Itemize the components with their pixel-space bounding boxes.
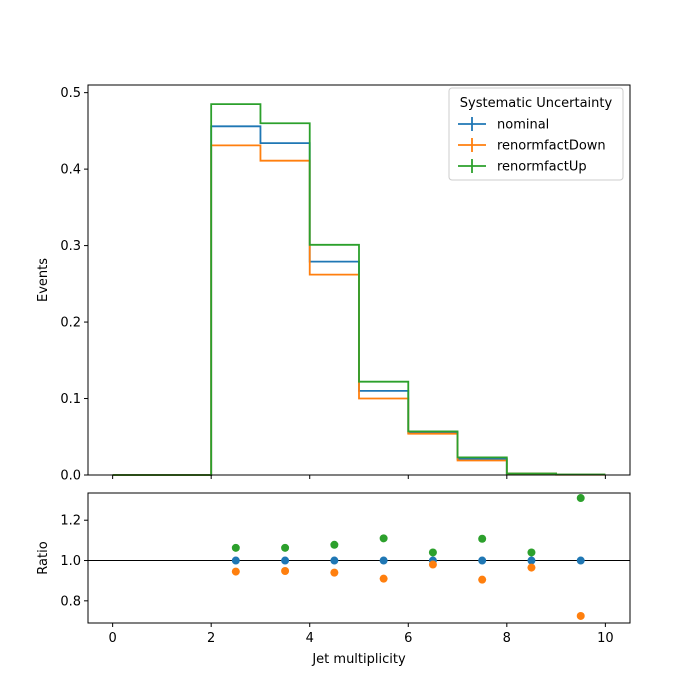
ratio-point-renormfactDown: [330, 568, 339, 577]
ratio-point-renormfactUp: [576, 494, 585, 503]
top-y-tick-label: 0.3: [60, 239, 81, 254]
ratio-point-nominal: [576, 556, 585, 565]
ratio-point-nominal: [379, 556, 388, 565]
top-y-tick-label: 0.4: [60, 163, 81, 178]
legend-label-renormfactDown: renormfactDown: [497, 139, 606, 154]
histogram-step-renormfactUp: [112, 103, 606, 476]
legend-box: [448, 87, 624, 181]
ratio-plot-frame: [87, 492, 631, 624]
top-axis-ticks: 0.0 0.1 0.2 0.3 0.4 0.5: [60, 86, 606, 484]
top-plot-frame: [87, 84, 631, 476]
top-y-axis-label: Events: [36, 258, 51, 302]
ratio-point-renormfactUp: [527, 548, 536, 557]
ratio-point-nominal: [478, 556, 487, 565]
x-tick-label: 8: [503, 631, 511, 646]
ratio-point-renormfactDown: [576, 611, 585, 620]
legend-item-renormfactUp: renormfactUp: [458, 159, 587, 175]
ratio-point-renormfactUp: [478, 534, 487, 543]
x-tick-label: 2: [207, 631, 215, 646]
ratio-point-renormfactUp: [379, 534, 388, 543]
legend-label-renormfactUp: renormfactUp: [497, 160, 587, 175]
ratio-y-tick-label: 1.0: [60, 554, 81, 569]
x-tick-label: 4: [306, 631, 314, 646]
ratio-series-group: [88, 494, 630, 620]
ratio-point-nominal: [527, 556, 536, 565]
x-tick-label: 10: [597, 631, 614, 646]
top-series-group: [112, 103, 606, 476]
ratio-point-renormfactUp: [428, 548, 437, 557]
x-tick-label: 6: [404, 631, 412, 646]
legend-label-nominal: nominal: [497, 118, 549, 133]
ratio-point-renormfactDown: [478, 575, 487, 584]
x-tick-label: 0: [108, 631, 116, 646]
top-y-tick-label: 0.2: [60, 316, 81, 331]
top-y-tick-label: 0.5: [60, 86, 81, 101]
ratio-point-renormfactDown: [379, 574, 388, 583]
legend-item-renormfactDown: renormfactDown: [458, 138, 606, 154]
legend: Systematic Uncertainty nominal renormfact…: [448, 87, 624, 181]
ratio-point-renormfactDown: [527, 563, 536, 572]
ratio-y-axis-label: Ratio: [36, 541, 51, 574]
ratio-point-nominal: [231, 556, 240, 565]
x-axis-label: Jet multiplicity: [311, 652, 406, 667]
top-y-tick-label: 0.0: [60, 469, 81, 484]
ratio-point-renormfactDown: [428, 560, 437, 569]
legend-item-nominal: nominal: [458, 117, 549, 133]
ratio-y-tick-label: 1.2: [60, 514, 81, 529]
ratio-point-nominal: [330, 556, 339, 565]
ratio-point-renormfactUp: [330, 540, 339, 549]
ratio-point-renormfactDown: [281, 567, 290, 575]
ratio-axis-ticks: 0.8 1.0 1.2 0 2 4 6 8 10: [60, 514, 613, 646]
top-y-tick-label: 0.1: [60, 392, 81, 407]
ratio-point-renormfactUp: [281, 543, 290, 552]
ratio-point-nominal: [281, 556, 290, 565]
ratio-point-renormfactUp: [231, 543, 240, 552]
ratio-point-renormfactDown: [231, 567, 240, 576]
ratio-y-tick-label: 0.8: [60, 594, 81, 609]
legend-title: Systematic Uncertainty: [460, 96, 613, 111]
